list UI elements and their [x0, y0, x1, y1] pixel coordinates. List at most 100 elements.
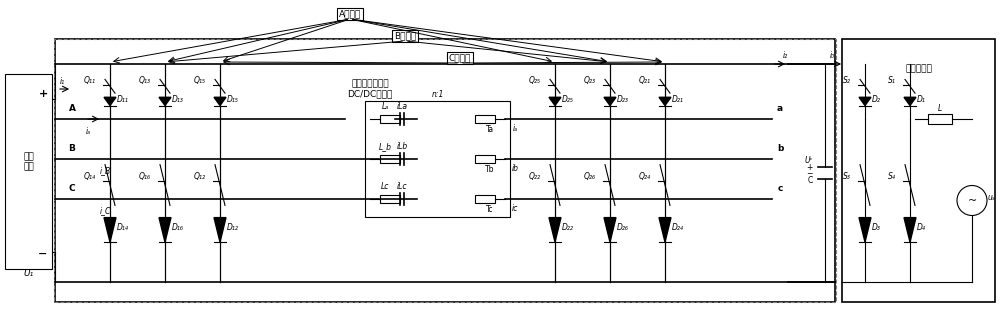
Polygon shape	[104, 97, 116, 106]
Polygon shape	[659, 97, 671, 106]
Text: Lc: Lc	[381, 182, 389, 191]
Text: C: C	[69, 184, 75, 193]
Text: Q₂₃: Q₂₃	[584, 76, 596, 86]
Bar	[842, 39, 995, 302]
Text: ib: ib	[512, 164, 518, 173]
Bar	[5, 74, 52, 269]
Text: D₁₃: D₁₃	[172, 95, 184, 104]
Text: Q₁₅: Q₁₅	[194, 76, 206, 86]
Text: Q₁₄: Q₁₄	[84, 172, 96, 181]
Text: S₄: S₄	[888, 172, 896, 181]
Text: iₐ: iₐ	[512, 124, 518, 133]
Text: n:1: n:1	[431, 90, 444, 99]
Polygon shape	[904, 218, 916, 242]
Text: D₂₅: D₂₅	[562, 95, 574, 104]
Text: L: L	[938, 104, 942, 113]
Text: 并网变流器: 并网变流器	[906, 64, 932, 74]
Text: S₃: S₃	[843, 172, 851, 181]
Text: C: C	[808, 176, 813, 185]
Text: S₁: S₁	[888, 76, 896, 86]
Text: 三相双有源全桥
DC/DC变换器: 三相双有源全桥 DC/DC变换器	[347, 79, 393, 99]
Text: Q₂₂: Q₂₂	[529, 172, 541, 181]
Polygon shape	[159, 97, 171, 106]
Polygon shape	[214, 218, 226, 242]
Polygon shape	[859, 97, 871, 106]
Text: −: −	[807, 169, 813, 178]
Text: uₛ: uₛ	[988, 193, 996, 202]
Text: +: +	[38, 89, 48, 99]
Bar	[475, 115, 495, 123]
Text: D₂₃: D₂₃	[617, 95, 629, 104]
Text: D₁₁: D₁₁	[117, 95, 129, 104]
Bar	[475, 155, 495, 163]
Text: D₃: D₃	[872, 223, 881, 232]
Polygon shape	[104, 218, 116, 242]
Text: U₁: U₁	[23, 270, 34, 279]
Bar	[928, 114, 952, 124]
Bar	[380, 195, 400, 203]
Text: D₂: D₂	[872, 95, 881, 104]
Text: Q₁₆: Q₁₆	[139, 172, 151, 181]
Polygon shape	[549, 218, 561, 242]
Text: S₂: S₂	[843, 76, 851, 86]
Text: Q₂₁: Q₂₁	[639, 76, 651, 86]
Text: 储能
电池: 储能 电池	[23, 152, 34, 172]
Text: A相桥臂: A相桥臂	[339, 9, 361, 18]
Text: D₄: D₄	[917, 223, 926, 232]
Text: Q₂₄: Q₂₄	[639, 172, 651, 181]
Text: Q₁₂: Q₁₂	[194, 172, 206, 181]
Text: D₁₆: D₁₆	[172, 223, 184, 232]
Text: a: a	[777, 104, 783, 113]
Polygon shape	[604, 97, 616, 106]
Text: i₀: i₀	[829, 51, 835, 60]
Text: i₂: i₂	[782, 51, 788, 60]
Text: Tb: Tb	[485, 165, 495, 174]
Text: B: B	[69, 144, 75, 153]
Text: Tc: Tc	[486, 205, 494, 214]
Polygon shape	[159, 218, 171, 242]
Text: i_C: i_C	[99, 206, 111, 215]
Text: Uᶜ: Uᶜ	[805, 156, 813, 165]
Polygon shape	[604, 218, 616, 242]
Polygon shape	[214, 97, 226, 106]
Text: D₁₅: D₁₅	[227, 95, 239, 104]
Text: D₁₄: D₁₄	[117, 223, 129, 232]
Text: Q₁₃: Q₁₃	[139, 76, 151, 86]
Bar	[475, 195, 495, 203]
Polygon shape	[549, 97, 561, 106]
Text: Q₁₁: Q₁₁	[84, 76, 96, 86]
Text: Ta: Ta	[486, 125, 494, 134]
Text: iₐ: iₐ	[85, 126, 91, 135]
Bar	[55, 39, 835, 302]
Text: D₁: D₁	[917, 95, 926, 104]
Text: Q₂₆: Q₂₆	[584, 172, 596, 181]
Text: ~: ~	[967, 195, 977, 205]
Text: iLc: iLc	[397, 182, 407, 191]
Polygon shape	[904, 97, 916, 106]
Bar	[380, 115, 400, 123]
Text: Q₂₅: Q₂₅	[529, 76, 541, 86]
Text: D₂₆: D₂₆	[617, 223, 629, 232]
Bar	[380, 155, 400, 163]
Text: A: A	[68, 104, 76, 113]
Polygon shape	[659, 218, 671, 242]
Bar	[54, 39, 836, 302]
Text: ic: ic	[512, 204, 518, 213]
Text: +: +	[807, 163, 813, 172]
Text: −: −	[38, 249, 48, 259]
Text: c: c	[777, 184, 783, 193]
Text: C相桥臂: C相桥臂	[449, 53, 471, 63]
Text: i_B: i_B	[99, 167, 111, 176]
Text: Lₐ: Lₐ	[381, 102, 389, 111]
Text: D₂₂: D₂₂	[562, 223, 574, 232]
Text: iLb: iLb	[396, 142, 408, 151]
Text: D₁₂: D₁₂	[227, 223, 239, 232]
Polygon shape	[859, 218, 871, 242]
Text: D₂₄: D₂₄	[672, 223, 684, 232]
Text: L_b: L_b	[378, 142, 391, 151]
Bar	[365, 101, 510, 217]
Text: iLa: iLa	[396, 102, 408, 111]
Text: b: b	[777, 144, 783, 153]
Text: B相桥臂: B相桥臂	[394, 31, 416, 40]
Text: i₁: i₁	[59, 77, 65, 87]
